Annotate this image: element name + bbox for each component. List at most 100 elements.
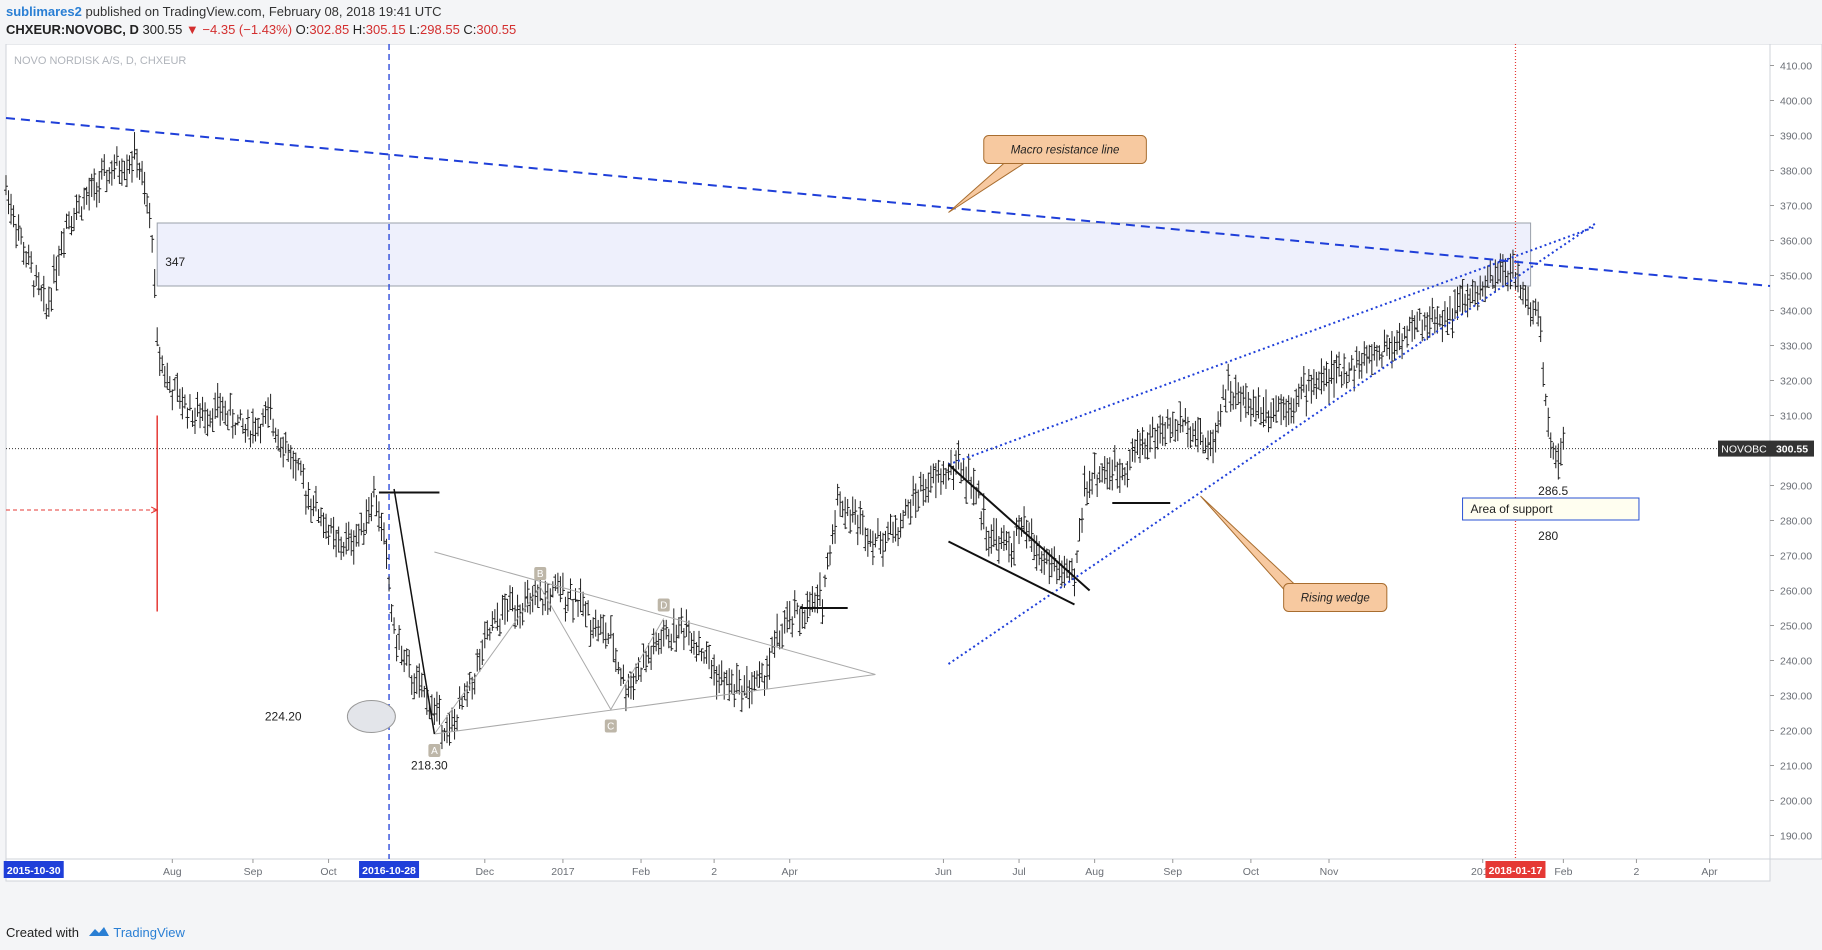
date-flag	[1485, 861, 1546, 878]
y-tick-label: 360.00	[1780, 236, 1812, 248]
high-label: H:	[352, 22, 366, 37]
x-tick-label: Feb	[632, 866, 650, 878]
abcd-point-label: B	[537, 569, 544, 580]
support-box	[1462, 497, 1640, 521]
x-tick-label: Nov	[1320, 866, 1339, 878]
x-tick-label: 2	[1634, 866, 1640, 878]
tradingview-brand: TradingView	[113, 925, 185, 940]
resistance-band	[156, 222, 1532, 287]
low-label: L:	[409, 22, 421, 37]
x-tick-label: Jul	[1012, 866, 1025, 878]
y-tick-label: 350.00	[1780, 271, 1812, 283]
price-marker	[1770, 440, 1814, 457]
abcd-point-marker	[428, 744, 441, 757]
date-flag-label: 2016-10-28	[362, 865, 416, 877]
callout-text: Rising wedge	[1301, 593, 1370, 605]
falling-wedge-lower	[948, 540, 1075, 606]
low-price-label: 224.20	[265, 710, 302, 724]
y-tick-label: 250.00	[1780, 621, 1812, 633]
abcd-point-label: C	[607, 722, 614, 733]
y-tick-label: 290.00	[1780, 481, 1812, 493]
x-tick-label: Oct	[320, 866, 336, 878]
date-flag	[359, 861, 420, 878]
y-tick-label: 330.00	[1780, 341, 1812, 353]
low-ellipse	[346, 700, 396, 733]
low-price-label: 218.30	[411, 759, 448, 773]
y-tick-label: 260.00	[1780, 586, 1812, 598]
y-tick-label: 240.00	[1780, 656, 1812, 668]
x-tick-label: Oct	[1243, 866, 1259, 878]
support-bottom-value: 280	[1538, 529, 1558, 543]
y-tick-label: 410.00	[1780, 61, 1812, 73]
x-tick-label: Aug	[1085, 866, 1104, 878]
chart-header: sublimares2 published on TradingView.com…	[0, 0, 1822, 44]
falling-wedge-upper	[947, 463, 1091, 592]
wedge-lower-line	[947, 222, 1597, 665]
x-tick-label: Aug	[163, 866, 182, 878]
y-tick-label: 400.00	[1780, 96, 1812, 108]
y-tick-label: 200.00	[1780, 796, 1812, 808]
change-value: −4.35 (−1.43%)	[202, 22, 293, 37]
high-value: 305.15	[365, 22, 406, 37]
callout-text: Macro resistance line	[1011, 145, 1120, 157]
close-value: 300.55	[476, 22, 517, 37]
symbol-marker	[1718, 440, 1770, 457]
band-label: 347	[165, 255, 185, 269]
y-tick-label: 280.00	[1780, 516, 1812, 528]
x-tick-label: 2017	[551, 866, 575, 878]
macro-resistance-line	[5, 117, 1771, 287]
symbol-label: CHXEUR:NOVOBC, D	[6, 22, 139, 37]
chart-area[interactable]: NOVO NORDISK A/S, D, CHXEUR 190.00 200.00 2…	[0, 43, 1822, 916]
author-link[interactable]: sublimares2	[6, 4, 82, 19]
y-tick-label: 310.00	[1780, 411, 1812, 423]
created-with-text: Created with	[6, 925, 79, 940]
y-tick-label: 320.00	[1780, 376, 1812, 388]
callout-box	[983, 135, 1147, 164]
close-label: C:	[463, 22, 477, 37]
y-tick-label: 220.00	[1780, 726, 1812, 738]
support-top-value: 286.5	[1538, 484, 1568, 498]
symbol-marker-label: NOVOBC	[1721, 444, 1767, 456]
abcd-pattern	[433, 586, 665, 735]
y-tick-label: 370.00	[1780, 201, 1812, 213]
y-tick-label: 230.00	[1780, 691, 1812, 703]
triangle-pattern	[434, 551, 876, 735]
last-price: 300.55	[142, 22, 183, 37]
date-flag-label: 2018-01-17	[1489, 865, 1543, 877]
publish-line: sublimares2 published on TradingView.com…	[6, 4, 442, 19]
y-tick-label: 190.00	[1780, 831, 1812, 843]
abcd-point-marker	[534, 567, 547, 580]
arrow-head-icon	[150, 506, 159, 514]
x-tick-label: Feb	[1554, 866, 1572, 878]
y-tick-label: 390.00	[1780, 131, 1812, 143]
abcd-point-marker	[657, 598, 670, 612]
abcd-point-label: A	[431, 746, 438, 757]
x-tick-label: Apr	[782, 866, 799, 878]
support-text: Area of support	[1471, 502, 1554, 516]
x-tick-label: 2	[711, 866, 717, 878]
abcd-point-marker	[604, 719, 617, 733]
price-chart[interactable]: NOVO NORDISK A/S, D, CHXEUR 190.00 200.00 2…	[0, 43, 1822, 916]
y-tick-label: 340.00	[1780, 306, 1812, 318]
low-value: 298.55	[420, 22, 460, 37]
plot-background	[5, 43, 1771, 860]
date-flag	[3, 861, 64, 878]
x-tick-label: Sep	[1163, 866, 1182, 878]
tradingview-logo-icon[interactable]: TradingView	[88, 925, 185, 940]
y-tick-label: 210.00	[1780, 761, 1812, 773]
y-tick-label: 270.00	[1780, 551, 1812, 563]
x-tick-label: Dec	[475, 866, 494, 878]
drop-line	[393, 488, 436, 735]
footer: Created with TradingView	[0, 916, 1822, 950]
open-value: 302.85	[309, 22, 350, 37]
x-tick-label: Sep	[244, 866, 263, 878]
callout-box	[1283, 583, 1388, 612]
abcd-point-label: D	[660, 601, 667, 612]
open-label: O:	[295, 22, 310, 37]
chart-title: NOVO NORDISK A/S, D, CHXEUR	[14, 55, 186, 67]
x-tick-label: Apr	[1701, 866, 1718, 878]
publish-info: published on TradingView.com, February 0…	[85, 4, 442, 19]
y-tick-label: 380.00	[1780, 166, 1812, 178]
price-marker-value: 300.55	[1776, 444, 1808, 456]
down-arrow-icon: ▼	[185, 22, 199, 37]
